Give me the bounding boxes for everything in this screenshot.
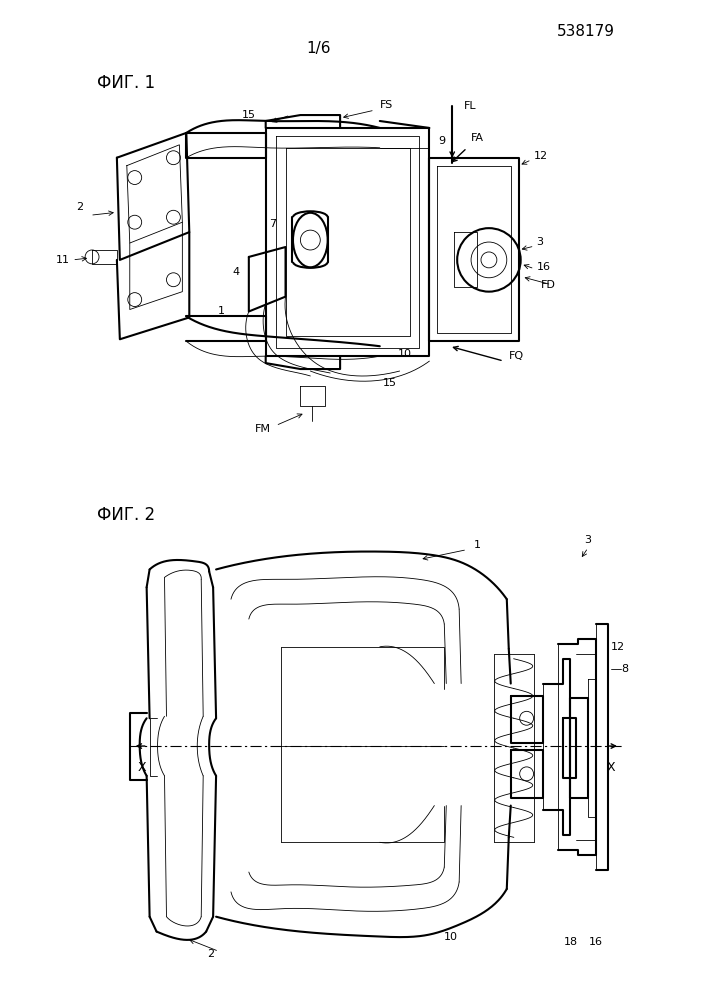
Text: 9: 9 bbox=[439, 136, 446, 146]
Text: 10: 10 bbox=[444, 932, 458, 942]
Text: 2: 2 bbox=[208, 949, 215, 959]
Text: 4: 4 bbox=[233, 267, 240, 277]
Text: 10: 10 bbox=[397, 349, 411, 359]
Text: 8: 8 bbox=[621, 664, 628, 674]
Text: FM: FM bbox=[255, 424, 271, 434]
Text: FL: FL bbox=[464, 101, 477, 111]
Text: 15: 15 bbox=[382, 378, 397, 388]
Text: FS: FS bbox=[380, 100, 393, 110]
Text: FD: FD bbox=[541, 280, 556, 290]
Text: 16: 16 bbox=[589, 937, 603, 947]
Text: 1: 1 bbox=[218, 306, 225, 316]
Text: FA: FA bbox=[471, 133, 484, 143]
Text: 12: 12 bbox=[534, 151, 548, 161]
Text: 18: 18 bbox=[564, 937, 578, 947]
Text: 538179: 538179 bbox=[557, 24, 615, 39]
Text: 1: 1 bbox=[474, 540, 481, 550]
Text: 3: 3 bbox=[585, 535, 592, 545]
Text: 3: 3 bbox=[537, 237, 544, 247]
Text: ФИГ. 2: ФИГ. 2 bbox=[97, 506, 155, 524]
Text: X: X bbox=[607, 761, 615, 774]
Text: FQ: FQ bbox=[509, 351, 524, 361]
Text: 16: 16 bbox=[537, 262, 551, 272]
Text: 12: 12 bbox=[611, 642, 625, 652]
Text: 2: 2 bbox=[76, 202, 83, 212]
Text: 15: 15 bbox=[242, 110, 256, 120]
Text: ФИГ. 1: ФИГ. 1 bbox=[97, 74, 155, 92]
Text: 1/6: 1/6 bbox=[306, 41, 331, 56]
Text: 7: 7 bbox=[269, 219, 276, 229]
Text: 11: 11 bbox=[57, 255, 70, 265]
Text: X: X bbox=[137, 761, 146, 774]
